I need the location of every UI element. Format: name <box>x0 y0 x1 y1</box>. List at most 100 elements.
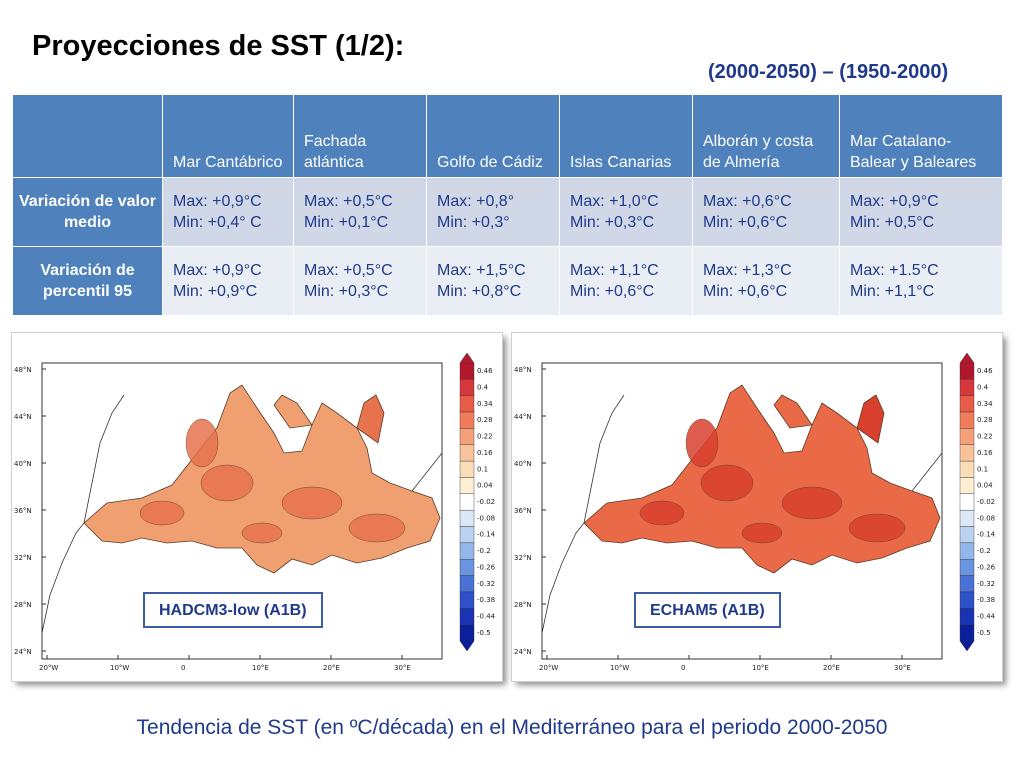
sst-projection-table: Mar Cantábrico Fachada atlántica Golfo d… <box>12 94 1003 316</box>
latitude-label: 32°N <box>514 554 532 562</box>
min-value: Min: +0,8°C <box>437 283 522 300</box>
min-value: Min: +0,4° C <box>173 214 262 231</box>
column-header: Golfo de Cádiz <box>426 94 560 178</box>
min-value: Min: +0,3° <box>437 214 510 231</box>
row-header: Variación de valor medio <box>12 177 163 247</box>
min-value: Min: +0,3°C <box>304 283 389 300</box>
echam5-sst-map: 48°N 44°N 40°N 36°N 32°N 28°N 24°N 20°W 10°W 0 10°… <box>511 332 1003 682</box>
table-cell: Max: +0,8° Min: +0,3° <box>426 177 560 247</box>
table-cell: Max: +1,1°C Min: +0,6°C <box>559 246 693 316</box>
longitude-label: 0 <box>681 664 685 672</box>
colorbar-tick-label: 0.04 <box>477 482 493 490</box>
colorbar-tick-label: 0.04 <box>977 482 993 490</box>
table-cell: Max: +0,9°C Min: +0,4° C <box>162 177 294 247</box>
latitude-label: 24°N <box>14 648 32 656</box>
colorbar-tick-label: -0.44 <box>977 612 996 620</box>
table-cell: Max: +0,9°C Min: +0,9°C <box>162 246 294 316</box>
colorbar-tick-label: -0.08 <box>477 514 495 522</box>
max-value: Max: +0,6°C <box>703 193 792 210</box>
model-label: HADCM3-low (A1B) <box>143 592 323 628</box>
latitude-label: 28°N <box>514 601 532 609</box>
min-value: Min: +0,3°C <box>570 214 655 231</box>
colorbar-tick-label: -0.08 <box>977 514 995 522</box>
colorbar-tick-label: 0.46 <box>477 367 493 375</box>
min-value: Min: +0,6°C <box>703 283 788 300</box>
latitude-label: 24°N <box>514 648 532 656</box>
colorbar-tick-label: 0.46 <box>977 367 993 375</box>
table-cell: Max: +0,9°C Min: +0,5°C <box>839 177 1003 247</box>
colorbar-tick-label: -0.14 <box>477 531 496 539</box>
colorbar-tick-label: 0.34 <box>477 400 493 408</box>
colorbar-tick-label: -0.32 <box>977 580 995 588</box>
colorbar-tick-label: -0.38 <box>977 596 995 604</box>
column-header: Mar Catalano-Balear y Baleares <box>839 94 1003 178</box>
column-header: Fachada atlántica <box>293 94 427 178</box>
min-value: Min: +0,9°C <box>173 283 258 300</box>
sst-trend-map: 48°N 44°N 40°N 36°N 32°N 28°N 24°N 20°W 10°W 0 10°… <box>14 352 496 672</box>
column-header: Alborán y costa de Almería <box>692 94 840 178</box>
slide-title: Proyecciones de SST (1/2): <box>32 30 405 62</box>
longitude-label: 10°W <box>610 664 629 672</box>
max-value: Max: +1,0°C <box>570 193 659 210</box>
latitude-label: 36°N <box>14 507 32 515</box>
longitude-label: 30°E <box>394 664 411 672</box>
latitude-label: 36°N <box>514 507 532 515</box>
colorbar-tick-label: 0.22 <box>977 433 993 441</box>
colorbar-tick-label: 0.4 <box>477 384 489 392</box>
max-value: Max: +1,3°C <box>703 262 792 279</box>
colorbar-tick-label: -0.32 <box>477 580 495 588</box>
longitude-label: 20°W <box>539 664 558 672</box>
longitude-label: 20°E <box>323 664 340 672</box>
min-value: Min: +1,1°C <box>850 283 935 300</box>
min-value: Min: +0,6°C <box>570 283 655 300</box>
longitude-label: 20°E <box>823 664 840 672</box>
colorbar-tick-label: -0.02 <box>977 498 995 506</box>
longitude-label: 0 <box>181 664 185 672</box>
latitude-label: 48°N <box>14 366 32 374</box>
max-value: Max: +0,9°C <box>850 193 939 210</box>
colorbar-tick-label: -0.5 <box>477 629 491 637</box>
longitude-label: 20°W <box>39 664 58 672</box>
colorbar-tick-label: -0.44 <box>477 612 496 620</box>
colorbar-tick-label: 0.4 <box>977 384 989 392</box>
colorbar-tick-label: -0.2 <box>477 547 491 555</box>
latitude-label: 32°N <box>14 554 32 562</box>
hadcm3-sst-map: 48°N 44°N 40°N 36°N 32°N 28°N 24°N 20°W 10°W 0 10°… <box>11 332 503 682</box>
latitude-label: 28°N <box>14 601 32 609</box>
slide-caption: Tendencia de SST (en ºC/década) en el Me… <box>136 716 888 739</box>
table-cell: Max: +1,3°C Min: +0,6°C <box>692 246 840 316</box>
table-row: Variación de valor medio Max: +0,9°C Min:… <box>12 177 1003 247</box>
column-header: Islas Canarias <box>559 94 693 178</box>
colorbar-tick-label: -0.2 <box>977 547 991 555</box>
colorbar-tick-label: 0.1 <box>977 465 988 473</box>
max-value: Max: +1.5°C <box>850 262 939 279</box>
model-label: ECHAM5 (A1B) <box>634 592 781 628</box>
max-value: Max: +1,5°C <box>437 262 526 279</box>
colorbar-tick-label: -0.14 <box>977 531 996 539</box>
colorbar-tick-label: 0.16 <box>977 449 993 457</box>
table-cell: Max: +1,0°C Min: +0,3°C <box>559 177 693 247</box>
column-header <box>12 94 163 178</box>
row-header: Variación de percentil 95 <box>12 246 163 316</box>
sst-trend-map: 48°N 44°N 40°N 36°N 32°N 28°N 24°N 20°W 10°W 0 10°… <box>514 352 996 672</box>
table-cell: Max: +0,5°C Min: +0,1°C <box>293 177 427 247</box>
max-value: Max: +0,9°C <box>173 193 262 210</box>
latitude-label: 44°N <box>14 413 32 421</box>
max-value: Max: +0,9°C <box>173 262 262 279</box>
colorbar-tick-label: 0.34 <box>977 400 993 408</box>
colorbar-tick-label: -0.26 <box>977 563 996 571</box>
table-header-row: Mar Cantábrico Fachada atlántica Golfo d… <box>12 94 1003 178</box>
table-cell: Max: +0,5°C Min: +0,3°C <box>293 246 427 316</box>
longitude-label: 30°E <box>894 664 911 672</box>
min-value: Min: +0,6°C <box>703 214 788 231</box>
longitude-label: 10°W <box>110 664 129 672</box>
max-value: Max: +1,1°C <box>570 262 659 279</box>
colorbar-tick-label: 0.28 <box>477 416 493 424</box>
colorbar-tick-label: 0.28 <box>977 416 993 424</box>
table-row: Variación de percentil 95 Max: +0,9°C Min… <box>12 246 1003 316</box>
colorbar-tick-label: -0.5 <box>977 629 991 637</box>
colorbar-tick-label: -0.02 <box>477 498 495 506</box>
table-cell: Max: +0,6°C Min: +0,6°C <box>692 177 840 247</box>
latitude-label: 48°N <box>514 366 532 374</box>
min-value: Min: +0,5°C <box>850 214 935 231</box>
